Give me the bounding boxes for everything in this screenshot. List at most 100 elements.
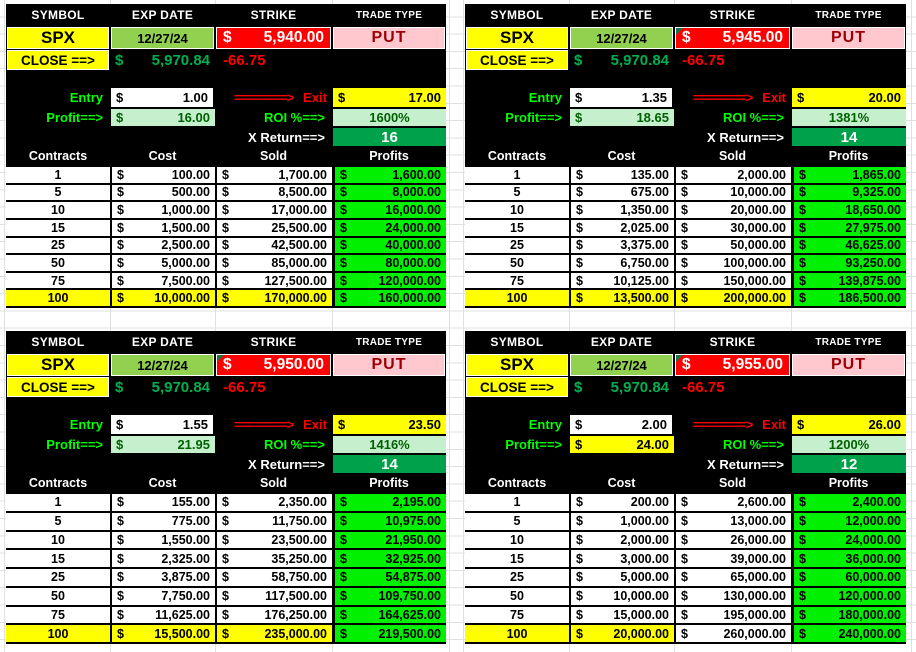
exp-date-cell[interactable]: 12/27/24 xyxy=(570,354,673,376)
cost-cell: $ 1,350.00 xyxy=(569,202,674,220)
strike-cell[interactable]: $ 5,940.00 xyxy=(216,27,331,49)
cost-value: 7,750.00 xyxy=(161,589,210,604)
dollar-sign: $ xyxy=(799,589,806,604)
x-return-label: X Return==> xyxy=(248,456,325,472)
cost-value: 1,000.00 xyxy=(161,203,210,218)
dollar-sign: $ xyxy=(222,532,229,547)
contracts-table: 1 $ 135.00 $ 2,000.00 $ 1,865.00 5 $ 675… xyxy=(465,165,906,308)
dollar-sign: $ xyxy=(340,167,347,182)
exit-value: 23.50 xyxy=(408,417,441,432)
symbol-cell[interactable]: SPX xyxy=(466,354,568,376)
profits-value: 54,875.00 xyxy=(385,570,441,585)
strike-cell[interactable]: $ 5,945.00 xyxy=(675,27,790,49)
profits-cell: $ 120,000.00 xyxy=(791,587,906,607)
table-header-contracts: Contracts xyxy=(487,149,547,163)
entry-value-cell[interactable]: $ 1.55 xyxy=(111,415,213,434)
trade-type-cell[interactable]: PUT xyxy=(792,27,905,49)
dollar-sign: $ xyxy=(117,203,124,218)
cost-value: 10,125.00 xyxy=(613,273,669,288)
gridline-v xyxy=(449,0,450,652)
exp-date-cell[interactable]: 12/27/24 xyxy=(111,354,214,376)
symbol-cell[interactable]: SPX xyxy=(7,27,109,49)
dollar-sign: $ xyxy=(116,417,124,432)
sold-cell: $ 25,500.00 xyxy=(215,219,332,238)
dollar-sign: $ xyxy=(681,514,688,529)
symbol-cell[interactable]: SPX xyxy=(466,27,568,49)
contracts-cell: 5 xyxy=(465,512,569,532)
trade-type-cell[interactable]: PUT xyxy=(792,354,905,376)
entry-value-cell[interactable]: $ 1.35 xyxy=(570,88,672,107)
close-value: 5,970.84 xyxy=(610,378,669,396)
close-value-cell: $ 5,970.84 xyxy=(569,49,674,71)
dollar-sign: $ xyxy=(340,273,347,288)
dollar-sign: $ xyxy=(681,185,688,200)
exp-date-cell[interactable]: 12/27/24 xyxy=(570,27,673,49)
sold-cell: $ 1,700.00 xyxy=(215,165,332,185)
dollar-sign: $ xyxy=(681,607,688,622)
dollar-sign: $ xyxy=(117,291,124,306)
cost-value: 200.00 xyxy=(630,495,669,510)
profits-cell: $ 16,000.00 xyxy=(332,202,446,220)
gridline-v xyxy=(911,0,912,652)
table-row: 10 $ 1,350.00 $ 20,000.00 $ 18,650.00 xyxy=(465,202,906,220)
contracts-cell: 1 xyxy=(465,492,569,513)
cost-value: 11,625.00 xyxy=(155,607,210,622)
exit-value-cell[interactable]: $ 23.50 xyxy=(333,415,446,434)
dollar-sign: $ xyxy=(799,185,806,200)
symbol-cell[interactable]: SPX xyxy=(7,354,109,376)
dollar-sign: $ xyxy=(576,607,583,622)
cost-cell: $ 135.00 xyxy=(569,165,674,185)
entry-value-cell[interactable]: $ 2.00 xyxy=(570,415,672,434)
sold-cell: $ 200,000.00 xyxy=(674,290,791,308)
close-value-cell: $ 5,970.84 xyxy=(569,376,674,398)
contracts-cell: 5 xyxy=(6,184,110,203)
cost-value: 3,000.00 xyxy=(620,551,669,566)
strike-cell[interactable]: $ 5,950.00 xyxy=(216,354,331,376)
dollar-sign: $ xyxy=(116,110,124,125)
strike-value: 5,940.00 xyxy=(263,29,324,46)
dollar-sign: $ xyxy=(115,51,124,69)
profits-cell: $ 46,625.00 xyxy=(791,237,906,256)
sold-cell: $ 26,000.00 xyxy=(674,531,791,551)
trade-type-cell[interactable]: PUT xyxy=(333,354,445,376)
cost-cell: $ 7,500.00 xyxy=(110,272,215,291)
exp-date-cell[interactable]: 12/27/24 xyxy=(111,27,214,49)
cost-value: 15,000.00 xyxy=(613,607,669,622)
dollar-sign: $ xyxy=(576,203,583,218)
profits-cell: $ 21,950.00 xyxy=(332,531,446,551)
trade-panel-top-left: SYMBOL EXP DATE STRIKE TRADE TYPE SPX 12… xyxy=(6,4,446,308)
cost-value: 5,000.00 xyxy=(161,255,210,270)
contracts-cell: 50 xyxy=(6,587,110,607)
symbol-header: SYMBOL xyxy=(490,8,544,22)
contracts-cell: 100 xyxy=(465,625,569,644)
table-row: 1 $ 155.00 $ 2,350.00 $ 2,195.00 xyxy=(6,492,446,513)
exit-value-cell[interactable]: $ 20.00 xyxy=(792,88,906,107)
profits-cell: $ 164,625.00 xyxy=(332,606,446,626)
exit-value-cell[interactable]: $ 17.00 xyxy=(333,88,446,107)
gridline-v xyxy=(332,0,333,652)
dollar-sign: $ xyxy=(117,255,124,270)
dollar-sign: $ xyxy=(799,607,806,622)
profits-value: 9,325.00 xyxy=(852,185,901,200)
sold-value: 25,500.00 xyxy=(271,220,327,235)
profits-cell: $ 18,650.00 xyxy=(791,202,906,220)
exit-value-cell[interactable]: $ 26.00 xyxy=(792,415,906,434)
cost-value: 7,500.00 xyxy=(161,273,210,288)
exp-date-header: EXP DATE xyxy=(590,8,653,22)
strike-cell[interactable]: $ 5,955.00 xyxy=(675,354,790,376)
contracts-cell: 100 xyxy=(6,625,110,644)
table-row: 15 $ 2,325.00 $ 35,250.00 $ 32,925.00 xyxy=(6,550,446,569)
table-row: 10 $ 1,000.00 $ 17,000.00 $ 16,000.00 xyxy=(6,202,446,220)
strike-header: STRIKE xyxy=(250,335,297,349)
cost-value: 2,000.00 xyxy=(620,532,669,547)
dollar-sign: $ xyxy=(116,90,124,105)
close-value-cell: $ 5,970.84 xyxy=(110,49,215,71)
dollar-sign: $ xyxy=(681,532,688,547)
dollar-sign: $ xyxy=(340,607,347,622)
dollar-sign: $ xyxy=(576,255,583,270)
trade-type-cell[interactable]: PUT xyxy=(333,27,445,49)
entry-value-cell[interactable]: $ 1.00 xyxy=(111,88,213,107)
roi-value-cell: 1416% xyxy=(333,436,446,453)
close-value: 5,970.84 xyxy=(151,378,210,396)
profits-cell: $ 32,925.00 xyxy=(332,550,446,569)
